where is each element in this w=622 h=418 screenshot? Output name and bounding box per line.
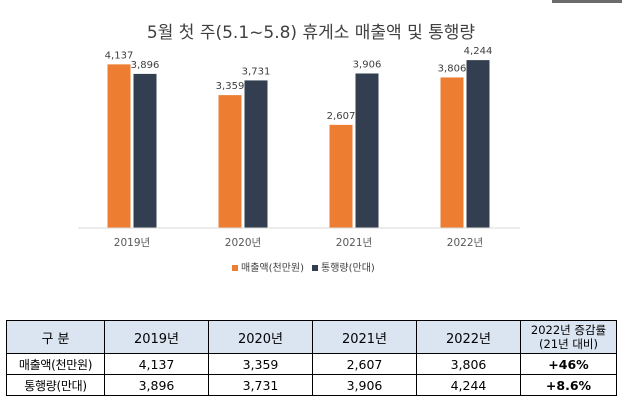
chart-title: 5월 첫 주(5.1~5.8) 휴게소 매출액 및 통행량	[147, 23, 475, 43]
table-header-row: 구 분 2019년 2020년 2021년 2022년 2022년 증감률 (2…	[6, 320, 617, 354]
cell-value: 3,359	[208, 353, 313, 375]
row-label: 매출액(천만원)	[6, 353, 105, 375]
data-label: 3,896	[131, 60, 160, 71]
category-label: 2019년	[114, 237, 150, 249]
bar-traffic-1	[244, 80, 268, 229]
cell-value: 3,896	[104, 374, 209, 396]
header-year-2021: 2021년	[312, 320, 417, 354]
header-category: 구 분	[6, 320, 105, 354]
header-growth: 2022년 증감률 (21년 대비)	[520, 320, 617, 354]
legend: 매출액(천만원) 통행량(만대)	[232, 262, 375, 274]
header-growth-line2: (21년 대비)	[538, 337, 598, 351]
legend-label: 통행량(만대)	[321, 262, 375, 274]
bar-sales-3	[440, 77, 464, 228]
bar-traffic-3	[466, 60, 490, 228]
header-year-2020: 2020년	[208, 320, 313, 354]
bar-sales-0	[107, 64, 131, 228]
cell-value: 3,906	[312, 374, 417, 396]
legend-label: 매출액(천만원)	[241, 262, 304, 274]
data-label: 4,244	[464, 46, 493, 57]
data-label: 4,137	[105, 50, 134, 61]
category-label: 2022년	[447, 237, 483, 249]
top-right-rule	[552, 0, 622, 3]
legend-swatch	[232, 265, 238, 271]
data-label: 3,906	[353, 59, 382, 70]
bar-sales-2	[329, 124, 353, 228]
summary-table: 구 분 2019년 2020년 2021년 2022년 2022년 증감률 (2…	[6, 320, 617, 396]
cell-value: 4,137	[104, 353, 209, 375]
bar-traffic-0	[133, 73, 157, 228]
cell-growth: +46%	[520, 353, 617, 375]
header-growth-line1: 2022년 증감률	[530, 323, 607, 337]
legend-swatch	[312, 265, 318, 271]
category-label: 2021년	[336, 237, 372, 249]
cell-value: 4,244	[416, 374, 521, 396]
row-label: 통행량(만대)	[6, 374, 105, 396]
cell-value: 2,607	[312, 353, 417, 375]
cell-value: 3,806	[416, 353, 521, 375]
data-label: 3,731	[242, 66, 271, 77]
category-label: 2020년	[225, 237, 261, 249]
bar-chart: 5월 첫 주(5.1~5.8) 휴게소 매출액 및 통행량 4,1373,896…	[78, 23, 520, 274]
header-year-2022: 2022년	[416, 320, 521, 354]
bar-sales-1	[218, 95, 242, 228]
header-year-2019: 2019년	[104, 320, 209, 354]
data-label: 2,607	[327, 111, 356, 122]
data-label: 3,359	[216, 81, 245, 92]
table-row-traffic: 통행량(만대) 3,896 3,731 3,906 4,244 +8.6%	[6, 374, 617, 396]
table-row-sales: 매출액(천만원) 4,137 3,359 2,607 3,806 +46%	[6, 353, 617, 375]
bar-traffic-2	[355, 73, 379, 228]
cell-growth: +8.6%	[520, 374, 617, 396]
cell-value: 3,731	[208, 374, 313, 396]
data-label: 3,806	[438, 63, 467, 74]
